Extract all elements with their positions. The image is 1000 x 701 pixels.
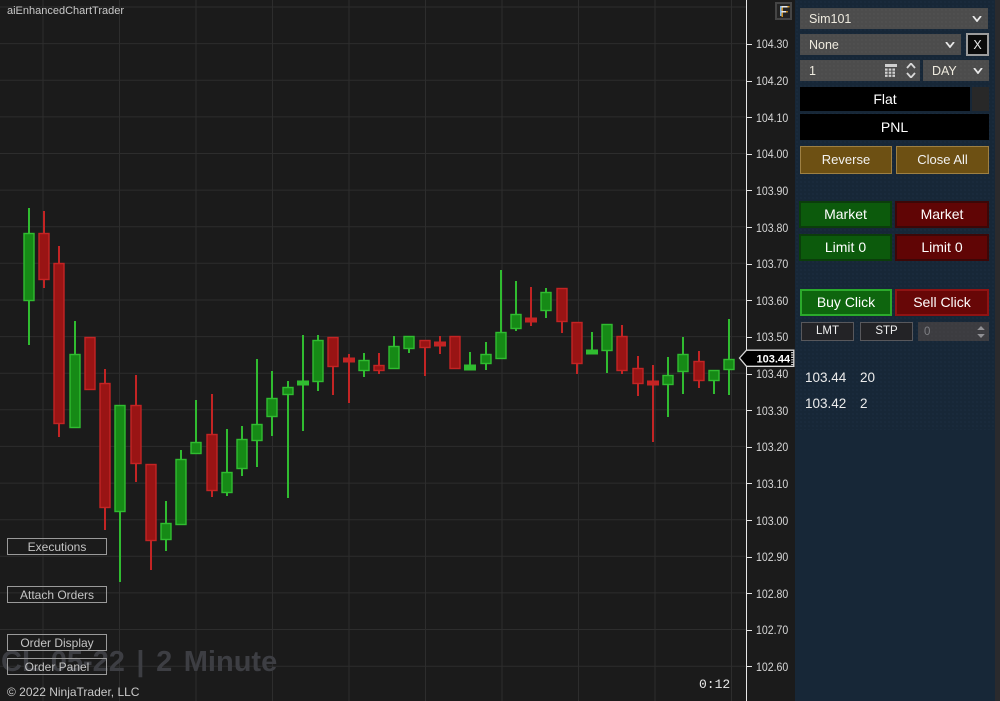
- svg-text:CL 05-22 | 2 Minute: CL 05-22 | 2 Minute: [1, 646, 277, 678]
- svg-text:103.44: 103.44: [757, 354, 792, 366]
